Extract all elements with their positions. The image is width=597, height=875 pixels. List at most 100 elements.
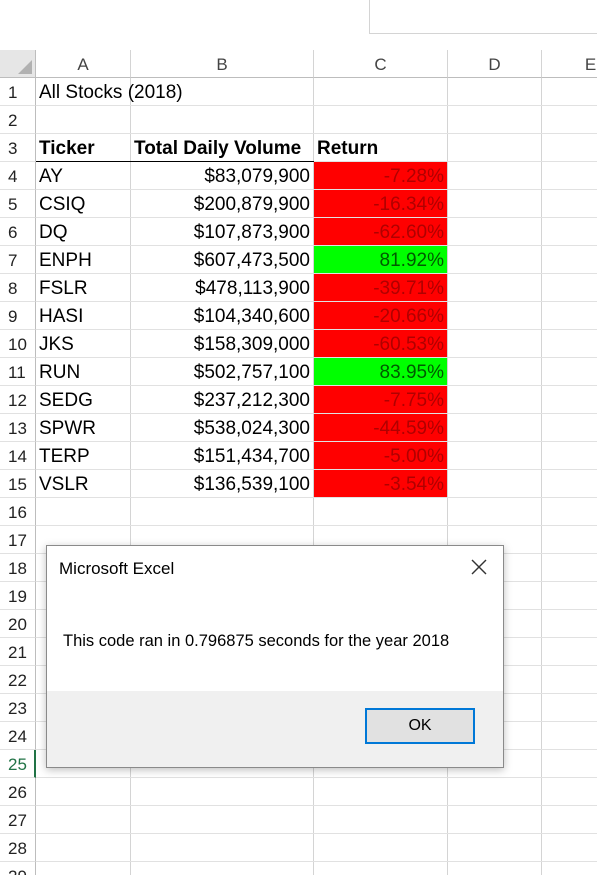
row-header-2[interactable]: 2 <box>0 106 36 134</box>
volume-cell[interactable]: $136,539,100 <box>193 474 310 495</box>
row-header-5[interactable]: 5 <box>0 190 36 218</box>
ok-button[interactable]: OK <box>365 708 475 744</box>
row-header-14[interactable]: 14 <box>0 442 36 470</box>
return-cell[interactable]: -7.75% <box>314 386 447 413</box>
row-header-26[interactable]: 26 <box>0 778 36 806</box>
volume-cell[interactable]: $538,024,300 <box>193 418 310 439</box>
header-underline <box>36 161 314 162</box>
column-header-b[interactable]: B <box>131 50 314 78</box>
volume-cell[interactable]: $200,879,900 <box>193 194 310 215</box>
gridline <box>447 78 448 875</box>
row-header-25[interactable]: 25 <box>0 750 36 778</box>
gridline <box>36 413 597 414</box>
ticker-cell[interactable]: RUN <box>39 362 81 383</box>
ticker-cell[interactable]: AY <box>39 166 63 187</box>
return-cell[interactable]: -16.34% <box>314 190 447 217</box>
select-all-triangle-icon <box>18 60 32 74</box>
row-header-3[interactable]: 3 <box>0 134 36 162</box>
row-header-15[interactable]: 15 <box>0 470 36 498</box>
row-header-10[interactable]: 10 <box>0 330 36 358</box>
row-header-16[interactable]: 16 <box>0 498 36 526</box>
volume-cell[interactable]: $237,212,300 <box>193 390 310 411</box>
row-header-28[interactable]: 28 <box>0 834 36 862</box>
row-header-11[interactable]: 11 <box>0 358 36 386</box>
row-header-7[interactable]: 7 <box>0 246 36 274</box>
ticker-cell[interactable]: FSLR <box>39 278 88 299</box>
row-header-19[interactable]: 19 <box>0 582 36 610</box>
gridline <box>36 497 597 498</box>
ticker-cell[interactable]: ENPH <box>39 250 92 271</box>
ticker-cell[interactable]: HASI <box>39 306 84 327</box>
row-header-20[interactable]: 20 <box>0 610 36 638</box>
close-icon[interactable] <box>469 557 489 577</box>
volume-cell[interactable]: $107,873,900 <box>193 222 310 243</box>
return-cell[interactable]: -5.00% <box>314 442 447 469</box>
gridline <box>36 777 597 778</box>
volume-cell[interactable]: $104,340,600 <box>193 306 310 327</box>
volume-cell[interactable]: $502,757,100 <box>193 362 310 383</box>
gridline <box>36 385 597 386</box>
gridline <box>36 273 597 274</box>
row-header-13[interactable]: 13 <box>0 414 36 442</box>
dialog-footer: OK <box>47 691 503 767</box>
select-all-corner[interactable] <box>0 50 36 78</box>
row-header-23[interactable]: 23 <box>0 694 36 722</box>
return-cell[interactable]: -20.66% <box>314 302 447 329</box>
header-total-daily-volume[interactable]: Total Daily Volume <box>134 138 302 159</box>
return-cell[interactable]: -3.54% <box>314 470 447 497</box>
return-cell[interactable]: -60.53% <box>314 330 447 357</box>
return-cell[interactable]: -44.59% <box>314 414 447 441</box>
title-cell[interactable]: All Stocks (2018) <box>39 82 183 103</box>
gridline <box>313 78 314 875</box>
row-header-24[interactable]: 24 <box>0 722 36 750</box>
row-header-4[interactable]: 4 <box>0 162 36 190</box>
spreadsheet-grid: A B C D E 1 2 3 4 5 6 7 8 9 10 11 12 13 14 15 16 17 18 19 20 21 22… <box>0 50 597 875</box>
gridline <box>36 189 597 190</box>
gridline <box>36 105 597 106</box>
ticker-cell[interactable]: SPWR <box>39 418 96 439</box>
header-return[interactable]: Return <box>317 138 379 159</box>
row-header-12[interactable]: 12 <box>0 386 36 414</box>
volume-cell[interactable]: $607,473,500 <box>193 250 310 271</box>
gridline <box>36 805 597 806</box>
gridline <box>36 301 597 302</box>
ticker-cell[interactable]: VSLR <box>39 474 89 495</box>
column-header-c[interactable]: C <box>314 50 448 78</box>
row-header-22[interactable]: 22 <box>0 666 36 694</box>
header-ticker[interactable]: Ticker <box>39 138 95 159</box>
column-header-a[interactable]: A <box>36 50 131 78</box>
ticker-cell[interactable]: DQ <box>39 222 68 243</box>
column-header-e[interactable]: E <box>542 50 597 78</box>
ticker-cell[interactable]: JKS <box>39 334 74 355</box>
return-cell[interactable]: -7.28% <box>314 162 447 189</box>
volume-cell[interactable]: $158,309,000 <box>193 334 310 355</box>
row-header-1[interactable]: 1 <box>0 78 36 106</box>
row-header-18[interactable]: 18 <box>0 554 36 582</box>
return-cell[interactable]: -39.71% <box>314 274 447 301</box>
row-header-21[interactable]: 21 <box>0 638 36 666</box>
return-cell[interactable]: 83.95% <box>314 358 447 385</box>
return-cell[interactable]: 81.92% <box>314 246 447 273</box>
message-dialog: Microsoft Excel This code ran in 0.79687… <box>46 545 504 768</box>
formula-input[interactable] <box>369 0 597 34</box>
gridline <box>130 78 131 875</box>
column-header-d[interactable]: D <box>448 50 542 78</box>
row-header-17[interactable]: 17 <box>0 526 36 554</box>
volume-cell[interactable]: $478,113,900 <box>195 278 310 299</box>
gridline <box>36 469 597 470</box>
ticker-cell[interactable]: CSIQ <box>39 194 86 215</box>
row-header-9[interactable]: 9 <box>0 302 36 330</box>
volume-cell[interactable]: $83,079,900 <box>204 166 310 187</box>
gridline <box>36 441 597 442</box>
row-header-27[interactable]: 27 <box>0 806 36 834</box>
row-header-6[interactable]: 6 <box>0 218 36 246</box>
volume-cell[interactable]: $151,434,700 <box>193 446 310 467</box>
ticker-cell[interactable]: SEDG <box>39 390 93 411</box>
ticker-cell[interactable]: TERP <box>39 446 90 467</box>
row-header-29[interactable]: 29 <box>0 862 36 875</box>
return-cell[interactable]: -62.60% <box>314 218 447 245</box>
row-header-8[interactable]: 8 <box>0 274 36 302</box>
gridline <box>36 217 597 218</box>
gridline <box>541 78 542 875</box>
gridline <box>36 245 597 246</box>
